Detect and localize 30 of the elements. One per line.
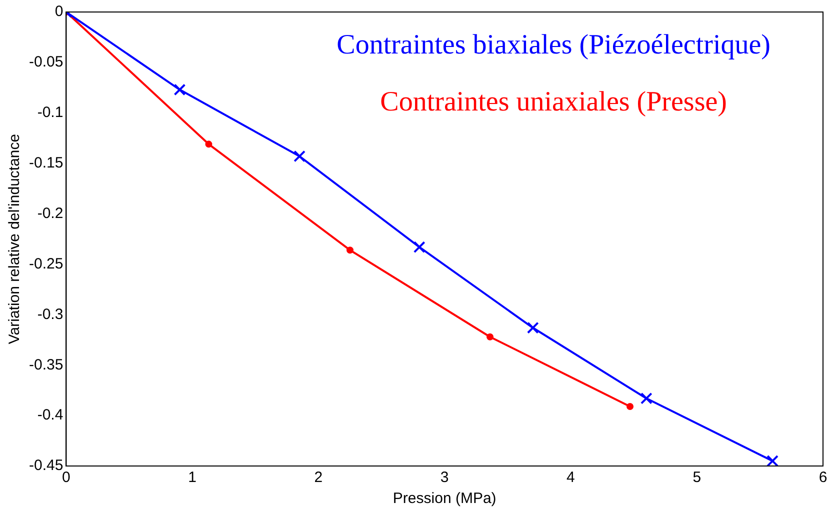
y-tick-label: -0.3 (37, 306, 64, 323)
y-tick-label: -0.1 (37, 104, 64, 122)
point (526, 322, 539, 334)
point (640, 392, 652, 404)
text: Contraintes uniaxiales (Presse) (380, 86, 727, 118)
point (205, 140, 212, 148)
y-tick-label: -0.05 (28, 54, 64, 71)
x-tick-label: 3 (440, 469, 449, 486)
text: Contraintes biaxiales (Piézoélectrique) (336, 29, 770, 60)
point (174, 84, 186, 96)
point (486, 333, 494, 340)
x-axis-title: Pression (MPa) (392, 490, 496, 508)
x-tick-label: 1 (188, 469, 196, 486)
point (626, 402, 634, 410)
x-tick-label: 5 (692, 469, 702, 486)
x-tick-label: 4 (566, 469, 575, 486)
point (413, 241, 426, 254)
point (294, 150, 306, 162)
y-tick-label: -0.2 (37, 204, 64, 222)
x-tick-label: 2 (314, 469, 323, 486)
y-tick-label: -0.25 (28, 255, 64, 272)
y-tick-label: -0.4 (37, 406, 64, 424)
y-tick-label: -0.35 (28, 356, 64, 374)
y-axis-title: Variation relative del'inductance (6, 134, 24, 344)
point (766, 455, 778, 466)
x-tick-label: 6 (818, 469, 828, 486)
y-tick-label: -0.15 (28, 154, 64, 172)
y-tick-label: -0.45 (28, 457, 64, 474)
y-tick-label: 0 (54, 3, 64, 20)
point (346, 246, 354, 254)
